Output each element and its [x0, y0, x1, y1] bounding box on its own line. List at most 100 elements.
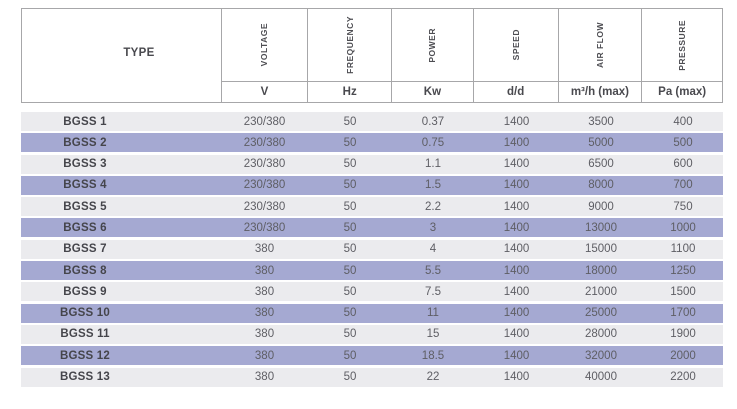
row-value-cell: 1400 — [503, 200, 530, 213]
row-value-cell: 380 — [254, 307, 275, 320]
row-value-cell: 1400 — [503, 285, 530, 298]
table-row: BGSS 3 230/380 50 1.1 1400 6500 600 — [21, 154, 723, 174]
column-label-pressure: PRESSURE — [677, 19, 688, 71]
table-row: BGSS 8 380 50 5.5 1400 18000 1250 — [21, 261, 723, 281]
row-value-cell: 2200 — [670, 371, 696, 384]
row-value-cell: 18.5 — [421, 349, 445, 362]
row-value-cell: 32000 — [585, 349, 617, 362]
row-value-cell: 4 — [429, 243, 437, 256]
column-unit-air-flow: m³/h (max) — [558, 81, 642, 102]
row-value-cell: 8000 — [588, 179, 614, 192]
column-unit-frequency: Hz — [308, 81, 392, 102]
row-value-cell: 1400 — [503, 328, 530, 341]
row-value-cell: 0.75 — [421, 136, 445, 149]
row-value-cell: 500 — [673, 136, 693, 149]
table-row: BGSS 9 380 50 7.5 1400 21000 1500 — [21, 282, 723, 302]
column-unit-pressure: Pa (max) — [642, 81, 723, 102]
column-unit-speed: d/d — [473, 81, 558, 102]
row-type-cell: BGSS 12 — [60, 349, 110, 362]
row-value-cell: 50 — [343, 349, 357, 362]
row-value-cell: 2.2 — [425, 200, 441, 213]
table-row: BGSS 4 230/380 50 1.5 1400 8000 700 — [21, 175, 723, 195]
row-value-cell: 1000 — [670, 221, 696, 234]
column-header-voltage: VOLTAGE V — [221, 9, 309, 102]
row-value-cell: 1400 — [503, 371, 530, 384]
row-type-cell: BGSS 6 — [63, 221, 107, 234]
table-header: TYPE VOLTAGE V FREQUENCY Hz POWER Kw SPE… — [21, 8, 723, 103]
table-row: BGSS 10 380 50 11 1400 25000 1700 — [21, 303, 723, 323]
row-value-cell: 50 — [343, 221, 357, 234]
table-row: BGSS 2 230/380 50 0.75 1400 5000 500 — [21, 133, 723, 153]
row-value-cell: 50 — [343, 136, 357, 149]
column-header-frequency: FREQUENCY Hz — [308, 9, 393, 102]
row-value-cell: 50 — [343, 158, 357, 171]
row-value-cell: 25000 — [585, 307, 617, 320]
row-value-cell: 1400 — [503, 349, 530, 362]
row-value-cell: 380 — [254, 243, 275, 256]
column-header-type: TYPE — [22, 9, 222, 102]
row-value-cell: 18000 — [585, 264, 617, 277]
row-value-cell: 50 — [343, 200, 357, 213]
row-value-cell: 50 — [343, 264, 357, 277]
table-row: BGSS 5 230/380 50 2.2 1400 9000 750 — [21, 197, 723, 217]
row-type-cell: BGSS 1 — [63, 115, 107, 128]
row-type-cell: BGSS 9 — [63, 285, 107, 298]
row-value-cell: 0.37 — [421, 115, 445, 128]
row-value-cell: 700 — [673, 179, 693, 192]
row-type-cell: BGSS 13 — [60, 371, 110, 384]
row-value-cell: 1400 — [503, 243, 530, 256]
row-value-cell: 15 — [426, 328, 440, 341]
row-value-cell: 750 — [673, 200, 693, 213]
row-type-cell: BGSS 4 — [63, 179, 107, 192]
row-value-cell: 230/380 — [243, 221, 286, 234]
row-value-cell: 6500 — [588, 158, 614, 171]
row-value-cell: 380 — [254, 264, 275, 277]
column-label-air-flow: AIR FLOW — [594, 21, 605, 69]
column-label-power: POWER — [427, 27, 438, 63]
row-value-cell: 15000 — [585, 243, 617, 256]
row-value-cell: 7.5 — [425, 285, 441, 298]
row-type-cell: BGSS 7 — [63, 243, 107, 256]
spec-table: TYPE VOLTAGE V FREQUENCY Hz POWER Kw SPE… — [21, 8, 723, 389]
row-value-cell: 1400 — [503, 158, 530, 171]
row-value-cell: 1400 — [503, 264, 530, 277]
row-value-cell: 230/380 — [243, 115, 286, 128]
row-value-cell: 1700 — [670, 307, 696, 320]
row-value-cell: 3 — [429, 221, 437, 234]
row-value-cell: 21000 — [585, 285, 617, 298]
column-label-frequency: FREQUENCY — [344, 16, 355, 74]
row-value-cell: 1400 — [503, 136, 530, 149]
row-value-cell: 13000 — [585, 221, 617, 234]
row-value-cell: 1.1 — [425, 158, 441, 171]
row-value-cell: 9000 — [588, 200, 614, 213]
row-value-cell: 380 — [254, 349, 275, 362]
row-value-cell: 230/380 — [243, 158, 286, 171]
row-value-cell: 230/380 — [243, 136, 286, 149]
row-type-cell: BGSS 10 — [60, 307, 110, 320]
row-value-cell: 380 — [254, 285, 275, 298]
column-unit-power: Kw — [392, 81, 473, 102]
row-type-cell: BGSS 5 — [63, 200, 107, 213]
table-row: BGSS 6 230/380 50 3 1400 13000 1000 — [21, 218, 723, 238]
row-value-cell: 11 — [427, 307, 439, 320]
row-value-cell: 1400 — [503, 179, 530, 192]
row-type-cell: BGSS 3 — [63, 158, 107, 171]
row-value-cell: 50 — [343, 179, 357, 192]
row-value-cell: 3500 — [588, 115, 614, 128]
row-value-cell: 1400 — [503, 221, 530, 234]
row-value-cell: 1400 — [503, 115, 530, 128]
row-value-cell: 28000 — [585, 328, 617, 341]
row-value-cell: 2000 — [670, 349, 696, 362]
row-value-cell: 50 — [343, 285, 357, 298]
row-value-cell: 1250 — [670, 264, 696, 277]
column-label-voltage: VOLTAGE — [259, 23, 270, 67]
row-value-cell: 1400 — [503, 307, 530, 320]
row-value-cell: 50 — [343, 307, 357, 320]
row-value-cell: 1500 — [670, 285, 696, 298]
row-value-cell: 50 — [343, 115, 357, 128]
row-value-cell: 50 — [343, 371, 357, 384]
row-value-cell: 50 — [343, 328, 357, 341]
table-row: BGSS 11 380 50 15 1400 28000 1900 — [21, 324, 723, 344]
row-value-cell: 1100 — [670, 243, 696, 256]
row-value-cell: 230/380 — [243, 200, 286, 213]
